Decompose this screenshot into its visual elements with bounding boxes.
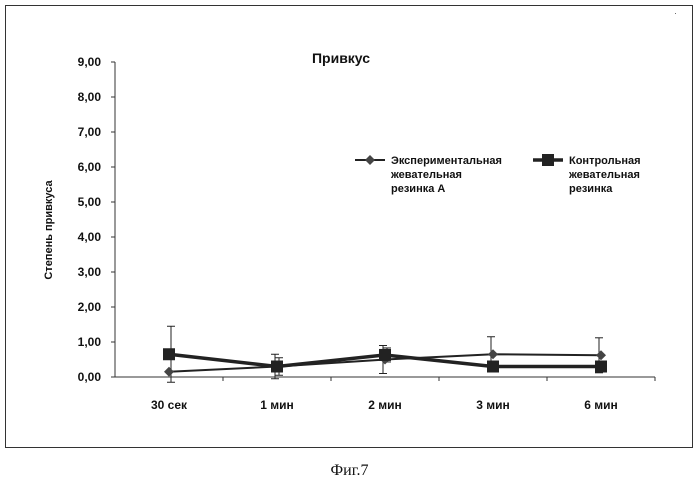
x-tick-label: 6 мин xyxy=(584,398,618,412)
y-tick-label: 3,00 xyxy=(78,265,102,279)
y-tick-label: 1,00 xyxy=(78,335,102,349)
data-point xyxy=(596,350,606,360)
data-point xyxy=(488,349,498,359)
data-point xyxy=(487,361,499,373)
data-point xyxy=(164,367,174,377)
y-tick-label: 5,00 xyxy=(78,195,102,209)
y-tick-label: 4,00 xyxy=(78,230,102,244)
x-tick-label: 3 мин xyxy=(476,398,510,412)
legend-label: Экспериментальная xyxy=(391,155,502,167)
y-tick-label: 9,00 xyxy=(78,55,102,69)
legend-label: резинка xyxy=(569,183,613,195)
data-point xyxy=(595,361,607,373)
y-axis-label: Степень привкуса xyxy=(43,179,55,279)
legend-label: жевательная xyxy=(568,169,640,181)
chart-title: Привкус xyxy=(312,50,370,66)
y-tick-label: 7,00 xyxy=(78,125,102,139)
x-tick-label: 2 мин xyxy=(368,398,402,412)
x-tick-label: 30 сек xyxy=(151,398,188,412)
figure-caption: Фиг.7 xyxy=(0,462,699,480)
legend-marker-diamond xyxy=(365,155,375,165)
legend-label: Контрольная xyxy=(569,155,641,167)
line-chart: Привкус Степень привкуса 0,00 1,00 2,00 3,0… xyxy=(0,0,699,460)
data-point xyxy=(379,349,391,361)
data-point xyxy=(163,348,175,360)
x-tick-label: 1 мин xyxy=(260,398,294,412)
legend-label: жевательная xyxy=(390,169,462,181)
legend-marker-square xyxy=(542,154,554,166)
y-tick-label: 2,00 xyxy=(78,300,102,314)
y-tick-label: 8,00 xyxy=(78,90,102,104)
legend-label: резинка А xyxy=(391,183,445,195)
y-tick-label: 6,00 xyxy=(78,160,102,174)
data-point xyxy=(271,361,283,373)
y-tick-label: 0,00 xyxy=(78,370,102,384)
